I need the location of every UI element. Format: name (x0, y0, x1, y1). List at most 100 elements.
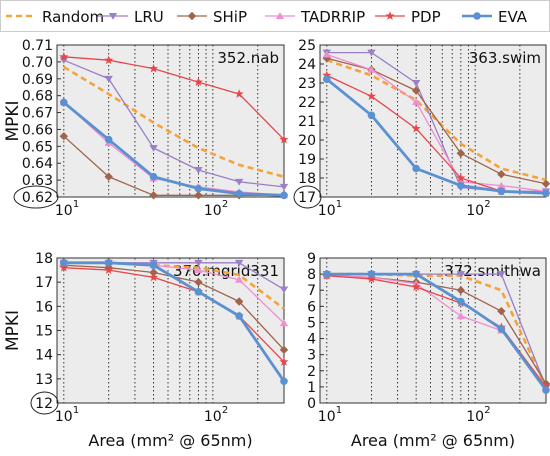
y-axis-label: MPKI (3, 310, 23, 351)
data-point (194, 277, 203, 287)
series-line (63, 59, 285, 188)
circled-tick-marker (30, 391, 59, 415)
y-axis-label: MPKI (3, 100, 23, 141)
data-point (235, 312, 243, 320)
legend-item-lru: LRU (98, 8, 164, 26)
x-tick-label: 10 (204, 409, 222, 425)
series-random (326, 58, 547, 182)
panel-1: 0.620.630.640.650.660.670.680.690.700.71… (3, 38, 289, 219)
x-tick-exponent: 2 (484, 199, 490, 210)
x-tick-exponent: 1 (336, 405, 342, 416)
data-point (149, 145, 158, 152)
y-tick-label: 4 (307, 332, 316, 348)
data-point (456, 149, 466, 158)
y-tick-label: 2 (307, 364, 316, 380)
y-tick-label: 12 (35, 396, 53, 412)
legend-label: LRU (134, 8, 164, 26)
data-point (322, 70, 332, 80)
data-point (60, 259, 68, 267)
series-line (325, 78, 547, 195)
data-point (367, 111, 376, 120)
data-point (280, 191, 288, 200)
data-point (412, 164, 420, 173)
series-line (63, 56, 285, 141)
x-tick-label: 10 (466, 409, 484, 425)
y-tick-label: 17 (298, 190, 316, 206)
data-point (366, 274, 377, 283)
series-line (326, 53, 547, 192)
series-eva (60, 98, 288, 200)
data-point (279, 286, 289, 294)
y-tick-label: 6 (307, 299, 316, 315)
data-point (149, 261, 158, 270)
x-tick-label: 10 (55, 409, 73, 425)
data-point (149, 272, 159, 282)
y-tick-label: 0.67 (22, 106, 53, 122)
data-point (411, 80, 421, 87)
data-point (149, 268, 158, 277)
legend-label: SHiP (213, 8, 247, 26)
data-point (411, 98, 421, 105)
series-line (63, 261, 285, 310)
y-tick-label: 0.63 (22, 173, 53, 189)
legend: Random LRU SHiP TADRRIP PDP EVA (0, 0, 550, 32)
series-line (326, 272, 548, 388)
data-point (234, 275, 244, 283)
x-tick-label: 10 (318, 203, 336, 219)
data-point (193, 77, 203, 87)
data-point (497, 181, 506, 189)
y-tick-label: 7 (307, 283, 316, 299)
data-point (279, 134, 289, 144)
series-line (326, 272, 548, 391)
x-tick-exponent: 2 (222, 405, 228, 416)
data-point (497, 271, 506, 278)
legend-label: PDP (411, 8, 441, 26)
panel-title: 370.mgrid331 (173, 262, 279, 280)
data-point (497, 187, 506, 196)
data-point (234, 297, 244, 306)
data-point (456, 286, 466, 295)
data-point (367, 65, 376, 73)
data-point (367, 49, 376, 57)
y-tick-label: 0.62 (22, 190, 53, 206)
data-point (456, 173, 466, 182)
data-point (59, 262, 69, 272)
data-point (194, 266, 203, 274)
y-tick-label: 18 (298, 171, 316, 187)
series-eva (322, 75, 550, 197)
data-point (411, 282, 421, 291)
y-tick-label: 22 (298, 95, 316, 111)
series-random (63, 65, 285, 178)
x-tick-label: 10 (55, 203, 73, 219)
y-tick-label: 0.68 (22, 89, 53, 105)
chart-panels: 0.620.630.640.650.660.670.680.690.700.71… (3, 38, 550, 450)
series-eva (322, 270, 550, 394)
series-line (63, 65, 285, 178)
x-tick-exponent: 2 (222, 199, 228, 210)
plot-area (320, 258, 546, 403)
legend-label: Random (42, 8, 104, 26)
legend-item-pdp: PDP (375, 8, 441, 26)
data-point (149, 191, 158, 200)
data-point (234, 178, 244, 186)
data-point (60, 98, 68, 107)
x-tick-exponent: 2 (484, 405, 490, 416)
circled-tick-marker (293, 185, 322, 209)
y-tick-label: 8 (307, 267, 316, 283)
y-tick-label: 0.69 (22, 72, 53, 88)
data-point (366, 91, 377, 101)
data-point (497, 306, 506, 316)
plot-area (57, 45, 284, 197)
data-point (104, 259, 113, 267)
data-point (279, 345, 289, 355)
series-line (62, 101, 285, 197)
legend-item-random: Random (6, 8, 104, 26)
y-tick-label: 9 (307, 251, 316, 267)
data-point (194, 184, 203, 193)
legend-marker (385, 11, 395, 20)
data-point (322, 270, 331, 278)
y-tick-label: 0 (307, 396, 316, 412)
data-point (542, 386, 550, 394)
data-point (104, 265, 114, 274)
